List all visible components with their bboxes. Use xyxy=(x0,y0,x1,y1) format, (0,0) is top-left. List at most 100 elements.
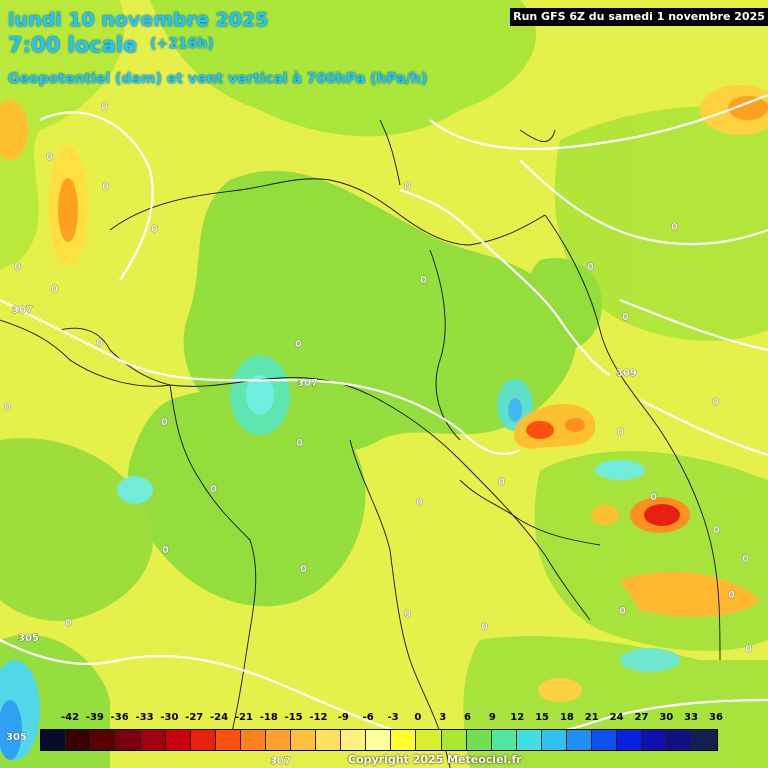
zero-label: 0 xyxy=(498,477,505,488)
contour-label: 307 xyxy=(297,378,318,389)
scale-label: -36 xyxy=(110,712,129,723)
forecast-offset: (+216h) xyxy=(150,36,214,52)
scale-swatch xyxy=(266,730,292,750)
zero-label: 0 xyxy=(745,644,752,655)
scale-label: 12 xyxy=(510,712,525,723)
scale-swatch xyxy=(566,730,592,750)
scale-swatch xyxy=(441,730,467,750)
zero-label: 0 xyxy=(65,618,72,629)
zero-label: 0 xyxy=(151,224,158,235)
scale-label: 15 xyxy=(535,712,550,723)
scale-swatch xyxy=(466,730,492,750)
scale-label: 36 xyxy=(709,712,723,723)
zero-label: 0 xyxy=(416,497,423,508)
zero-label: 0 xyxy=(481,622,488,633)
scale-label: -30 xyxy=(160,712,179,723)
scale-label: -21 xyxy=(234,712,253,723)
scale-label: -27 xyxy=(185,712,204,723)
zero-label: 0 xyxy=(671,222,678,233)
scale-swatch xyxy=(516,730,542,750)
scale-label: -24 xyxy=(210,712,229,723)
scale-label: -42 xyxy=(60,712,80,723)
scale-label: 0 xyxy=(414,712,422,723)
ascent-areas xyxy=(0,355,680,760)
copyright: Copyright 2025 Meteociel.fr xyxy=(348,753,522,766)
scale-label: 24 xyxy=(609,712,624,723)
zero-label: 0 xyxy=(51,284,58,295)
scale-swatch xyxy=(491,730,517,750)
scale-swatch xyxy=(91,730,117,750)
forecast-time: 7:00 locale xyxy=(8,33,138,57)
zero-label: 0 xyxy=(622,312,629,323)
contour-label: 305 xyxy=(18,633,39,644)
scale-swatch xyxy=(41,730,67,750)
zero-label: 0 xyxy=(296,438,303,449)
zero-label: 0 xyxy=(300,564,307,575)
scale-swatch xyxy=(591,730,617,750)
zero-label: 0 xyxy=(4,402,11,413)
zero-label: 0 xyxy=(210,484,217,495)
scale-label: -12 xyxy=(309,712,328,723)
zero-label: 0 xyxy=(619,606,626,617)
scale-swatch xyxy=(241,730,267,750)
zero-label: 0 xyxy=(404,609,411,620)
scale-label: -33 xyxy=(135,712,154,723)
contour-label: 307 xyxy=(270,756,291,767)
scale-label: -9 xyxy=(337,712,349,723)
zero-label: 0 xyxy=(101,102,108,113)
contour-label: 309 xyxy=(616,368,637,379)
scale-label: -18 xyxy=(259,712,278,723)
forecast-date: lundi 10 novembre 2025 xyxy=(8,9,269,31)
scale-swatch xyxy=(691,730,717,750)
zero-label: 0 xyxy=(46,152,53,163)
zero-label: 0 xyxy=(96,338,103,349)
scale-swatch xyxy=(366,730,392,750)
zero-label: 0 xyxy=(295,339,302,350)
zero-label: 0 xyxy=(420,275,427,286)
scale-swatch xyxy=(191,730,217,750)
scale-label: 21 xyxy=(584,712,599,723)
contour-label: 305 xyxy=(6,732,27,743)
zero-label: 0 xyxy=(742,554,749,565)
scale-label: 18 xyxy=(559,712,574,723)
contour-label: 307 xyxy=(12,305,33,316)
zero-label: 0 xyxy=(162,545,169,556)
scale-label: -6 xyxy=(362,712,374,723)
scale-swatches xyxy=(40,729,718,751)
scale-swatch xyxy=(166,730,192,750)
scale-label: 27 xyxy=(634,712,649,723)
zero-label: 0 xyxy=(712,397,719,408)
scale-swatch xyxy=(316,730,342,750)
scale-swatch xyxy=(291,730,317,750)
zero-label: 0 xyxy=(713,525,720,536)
scale-swatch xyxy=(641,730,667,750)
parameter-title: Geopotentiel (dam) et vent vertical à 70… xyxy=(8,71,428,87)
scale-swatch xyxy=(66,730,92,750)
scale-swatch xyxy=(416,730,442,750)
scale-swatch xyxy=(666,730,692,750)
color-scale: -42 -39 -36 -33 -30 -27 -24 -21 -18 -15 -12 -9 -6 -3 0… xyxy=(40,712,723,752)
scale-swatch xyxy=(216,730,242,750)
scale-label: 9 xyxy=(488,712,496,723)
scale-label: 33 xyxy=(684,712,699,723)
zero-label: 0 xyxy=(102,182,109,193)
scale-swatch xyxy=(541,730,567,750)
zero-label: 0 xyxy=(728,590,735,601)
scale-label: -15 xyxy=(284,712,303,723)
scale-label: 6 xyxy=(464,712,472,723)
scale-label: 30 xyxy=(659,712,674,723)
zero-label: 0 xyxy=(587,262,594,273)
run-info: Run GFS 6Z du samedi 1 novembre 2025 xyxy=(510,8,768,26)
subsidence-areas xyxy=(0,85,768,702)
zero-labels: 0 0 0 0 0 0 0 0 0 0 0 0 0 0 0 0 0 0 0 0 0 0 0 0 0 0 0 0 0 0 0 0 xyxy=(4,102,753,656)
zero-label: 0 xyxy=(617,427,624,438)
zero-label: 0 xyxy=(14,262,21,273)
scale-swatch xyxy=(341,730,367,750)
scale-swatch xyxy=(116,730,142,750)
zero-label: 0 xyxy=(161,417,168,428)
scale-label: -3 xyxy=(387,712,399,723)
scale-swatch xyxy=(391,730,417,750)
scale-label: -39 xyxy=(85,712,104,723)
contour-labels: 307 307 309 305 305 307 xyxy=(6,305,637,768)
scale-swatch xyxy=(616,730,642,750)
